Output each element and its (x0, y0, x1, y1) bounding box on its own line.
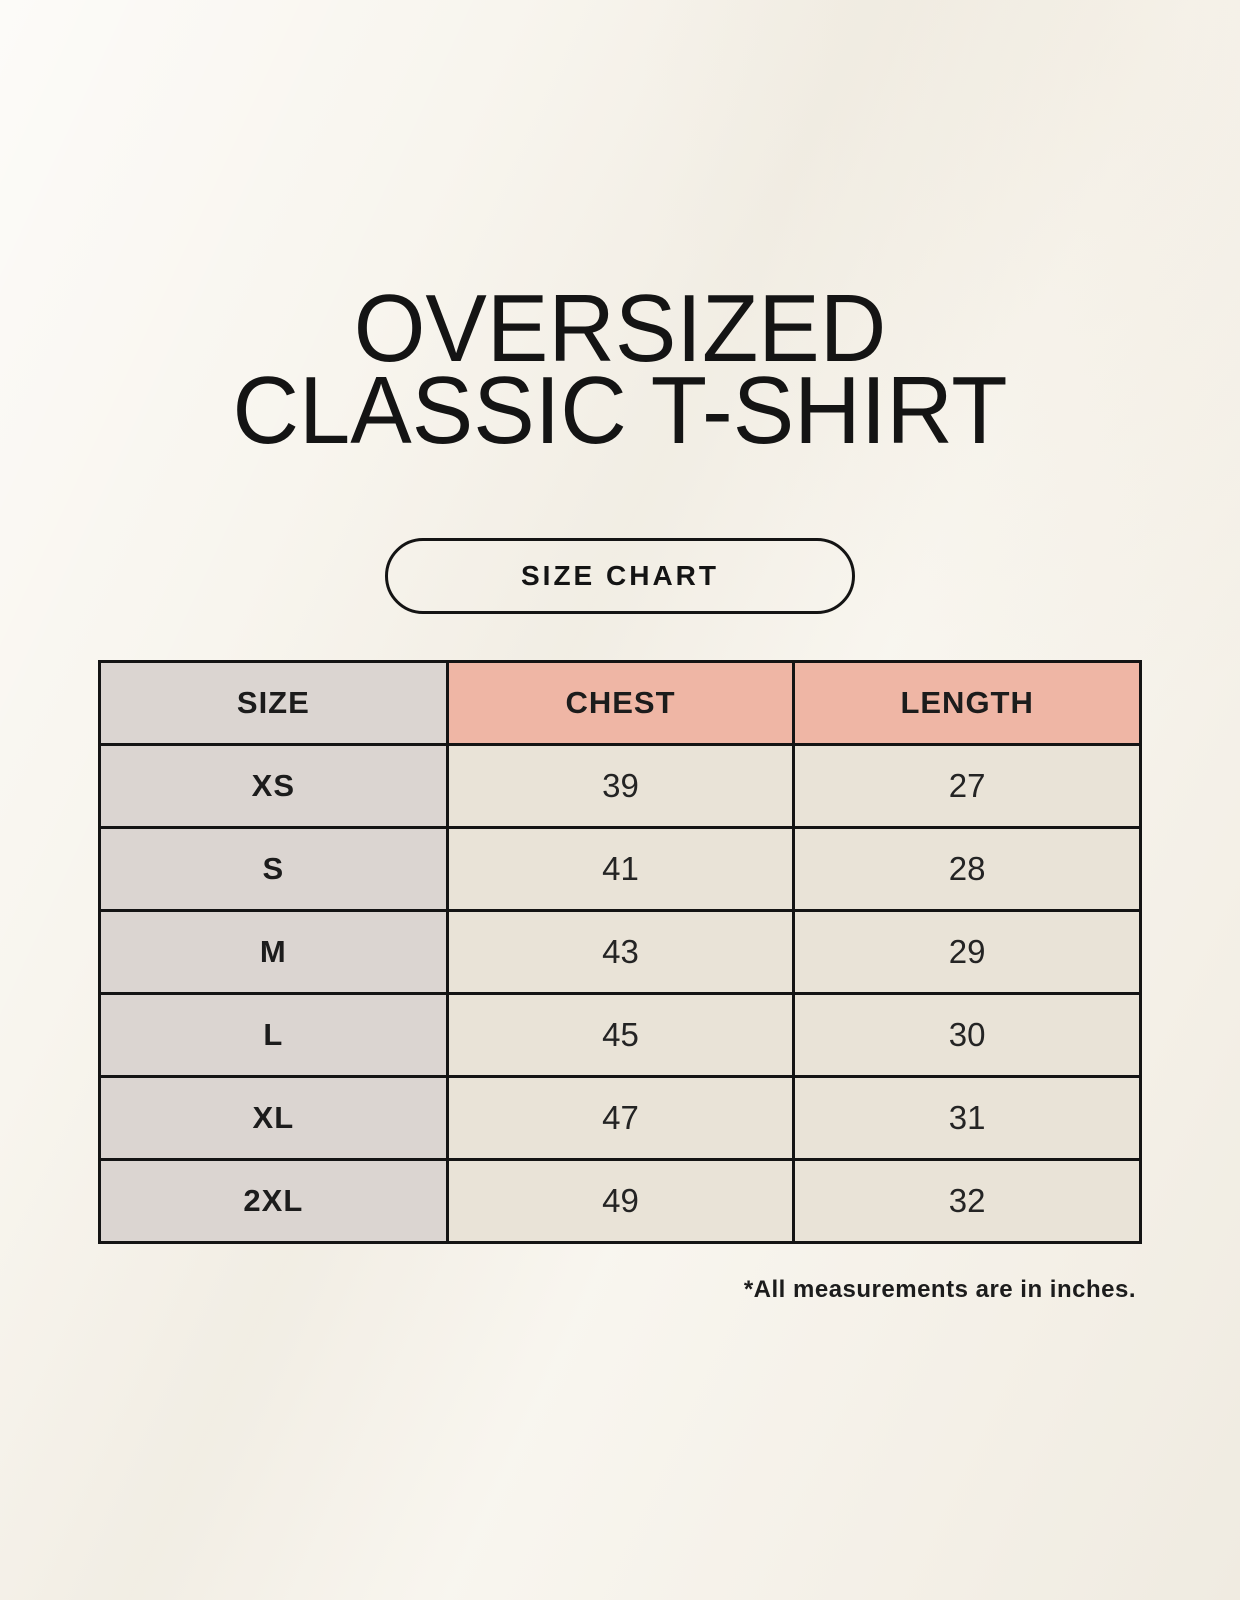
table-header-row: SIZE CHEST LENGTH (98, 660, 1142, 746)
length-value: 28 (792, 826, 1142, 912)
chest-value: 41 (445, 826, 796, 912)
table-row-xl: XL 47 31 (98, 1075, 1142, 1161)
length-value: 29 (792, 909, 1142, 995)
size-label: 2XL (98, 1158, 449, 1244)
size-label: XL (98, 1075, 449, 1161)
table-row-l: L 45 30 (98, 992, 1142, 1078)
size-chart-button[interactable]: SIZE CHART (385, 538, 855, 614)
page-title: OVERSIZED CLASSIC T-SHIRT (25, 275, 1215, 464)
chest-value: 43 (445, 909, 796, 995)
length-value: 30 (792, 992, 1142, 1078)
length-value: 27 (792, 743, 1142, 829)
measurements-footnote: *All measurements are in inches. (743, 1276, 1136, 1303)
size-label: M (98, 909, 449, 995)
page-title-line-2: CLASSIC T-SHIRT (232, 356, 1008, 464)
chest-value: 47 (445, 1075, 796, 1161)
size-label: S (98, 826, 449, 912)
size-label: L (98, 992, 449, 1078)
chest-value: 49 (445, 1158, 796, 1244)
column-header-length: LENGTH (792, 660, 1142, 746)
table-row-s: S 41 28 (98, 826, 1142, 912)
size-table-header: SIZE CHEST LENGTH (98, 660, 1142, 746)
length-value: 31 (792, 1075, 1142, 1161)
chest-value: 39 (445, 743, 796, 829)
size-table: SIZE CHEST LENGTH XS 39 27 S 41 28 M 43 … (98, 660, 1142, 1244)
column-header-size: SIZE (98, 660, 449, 746)
chest-value: 45 (445, 992, 796, 1078)
table-row-xs: XS 39 27 (98, 743, 1142, 829)
length-value: 32 (792, 1158, 1142, 1244)
column-header-chest: CHEST (445, 660, 796, 746)
table-row-2xl: 2XL 49 32 (98, 1158, 1142, 1244)
table-row-m: M 43 29 (98, 909, 1142, 995)
page-title-line-1: OVERSIZED (353, 275, 887, 382)
size-label: XS (98, 743, 449, 829)
